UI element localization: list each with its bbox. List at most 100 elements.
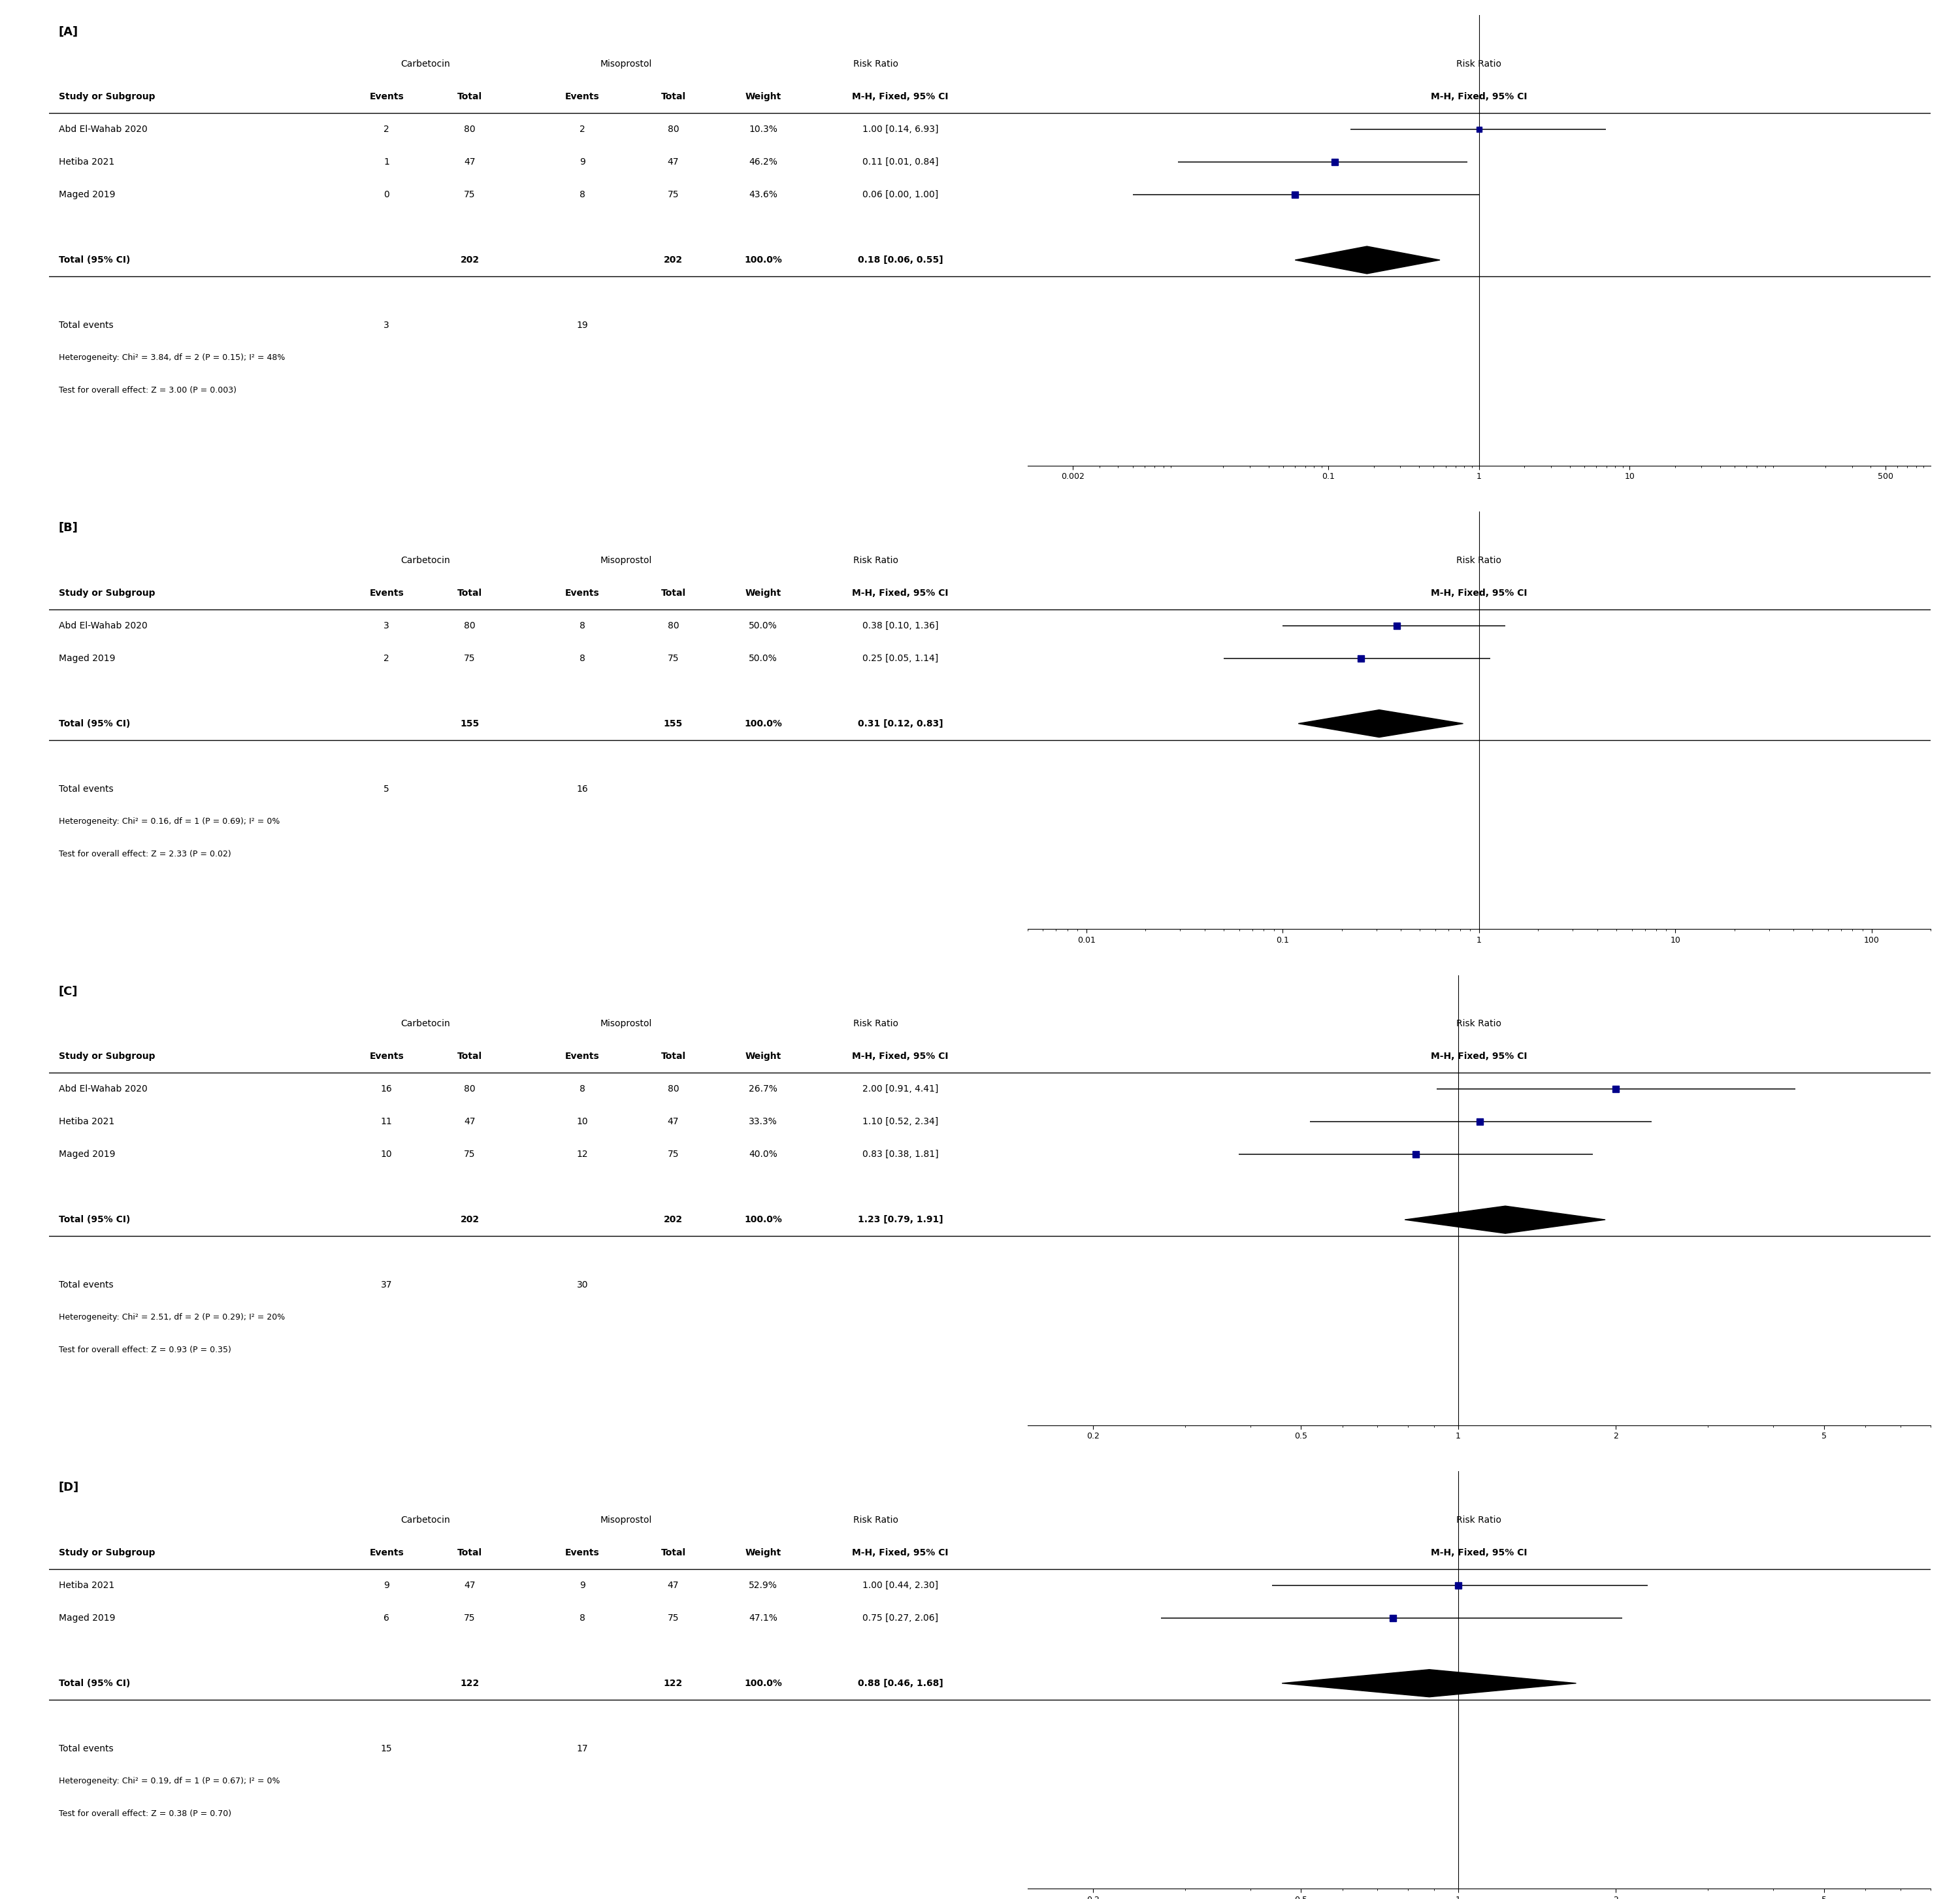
Text: 8: 8	[580, 653, 586, 663]
Text: 0.18 [0.06, 0.55]: 0.18 [0.06, 0.55]	[858, 256, 943, 264]
Text: Hetiba 2021: Hetiba 2021	[59, 1117, 114, 1126]
Text: Test for overall effect: Z = 0.93 (P = 0.35): Test for overall effect: Z = 0.93 (P = 0…	[59, 1346, 231, 1354]
Text: Risk Ratio: Risk Ratio	[1456, 59, 1501, 68]
Text: Risk Ratio: Risk Ratio	[853, 556, 898, 566]
Text: 75: 75	[465, 653, 476, 663]
Text: 52.9%: 52.9%	[749, 1580, 778, 1589]
Text: Events: Events	[368, 589, 404, 598]
Text: 26.7%: 26.7%	[749, 1084, 778, 1094]
Text: Maged 2019: Maged 2019	[59, 653, 116, 663]
Text: Total: Total	[661, 1548, 686, 1557]
Text: 155: 155	[664, 720, 682, 727]
Text: 47: 47	[465, 1580, 476, 1589]
Text: Study or Subgroup: Study or Subgroup	[59, 589, 155, 598]
Text: Test for overall effect: Z = 2.33 (P = 0.02): Test for overall effect: Z = 2.33 (P = 0…	[59, 851, 231, 858]
Text: 16: 16	[576, 784, 588, 794]
Text: Risk Ratio: Risk Ratio	[1456, 556, 1501, 566]
Text: 50.0%: 50.0%	[749, 653, 778, 663]
Text: 17: 17	[576, 1743, 588, 1753]
Text: 8: 8	[580, 621, 586, 630]
Text: Carbetocin: Carbetocin	[402, 59, 451, 68]
Text: Abd El-Wahab 2020: Abd El-Wahab 2020	[59, 621, 147, 630]
Text: 2.00 [0.91, 4.41]: 2.00 [0.91, 4.41]	[862, 1084, 939, 1094]
Text: 8: 8	[580, 190, 586, 199]
Text: 11: 11	[380, 1117, 392, 1126]
Text: 8: 8	[580, 1084, 586, 1094]
Text: 47: 47	[668, 158, 678, 167]
Text: Misoprostol: Misoprostol	[600, 1020, 653, 1029]
Text: 30: 30	[576, 1280, 588, 1289]
Text: M-H, Fixed, 95% CI: M-H, Fixed, 95% CI	[1431, 589, 1527, 598]
Polygon shape	[1296, 247, 1441, 273]
Text: 75: 75	[465, 1151, 476, 1158]
Text: 3: 3	[384, 321, 390, 330]
Text: Total events: Total events	[59, 784, 114, 794]
Text: 2: 2	[580, 125, 586, 135]
Text: 47.1%: 47.1%	[749, 1614, 778, 1622]
Text: Abd El-Wahab 2020: Abd El-Wahab 2020	[59, 125, 147, 135]
Text: Weight: Weight	[745, 1052, 782, 1062]
Text: Events: Events	[368, 93, 404, 101]
Text: Favours [Carbetocin]: Favours [Carbetocin]	[1211, 987, 1296, 997]
Text: 100.0%: 100.0%	[745, 1215, 782, 1225]
Text: Carbetocin: Carbetocin	[402, 1020, 451, 1029]
Text: 47: 47	[465, 1117, 476, 1126]
Text: 12: 12	[576, 1151, 588, 1158]
Text: 122: 122	[461, 1679, 480, 1688]
Text: Heterogeneity: Chi² = 3.84, df = 2 (P = 0.15); I² = 48%: Heterogeneity: Chi² = 3.84, df = 2 (P = …	[59, 353, 284, 363]
Text: Risk Ratio: Risk Ratio	[853, 1020, 898, 1029]
Text: Maged 2019: Maged 2019	[59, 1614, 116, 1622]
Text: 9: 9	[580, 158, 586, 167]
Text: 50.0%: 50.0%	[749, 621, 778, 630]
Text: M-H, Fixed, 95% CI: M-H, Fixed, 95% CI	[853, 1052, 949, 1062]
Text: Misoprostol: Misoprostol	[600, 1515, 653, 1525]
Text: Hetiba 2021: Hetiba 2021	[59, 158, 114, 167]
Text: 75: 75	[668, 190, 678, 199]
Text: M-H, Fixed, 95% CI: M-H, Fixed, 95% CI	[853, 93, 949, 101]
Text: 19: 19	[576, 321, 588, 330]
Text: 37: 37	[380, 1280, 392, 1289]
Text: Carbetocin: Carbetocin	[402, 1515, 451, 1525]
Text: [C]: [C]	[59, 986, 78, 997]
Text: 80: 80	[465, 125, 476, 135]
Text: Heterogeneity: Chi² = 2.51, df = 2 (P = 0.29); I² = 20%: Heterogeneity: Chi² = 2.51, df = 2 (P = …	[59, 1314, 284, 1322]
Text: M-H, Fixed, 95% CI: M-H, Fixed, 95% CI	[853, 1548, 949, 1557]
Text: 202: 202	[664, 1215, 682, 1225]
Text: Misoprostol: Misoprostol	[600, 556, 653, 566]
Text: 75: 75	[465, 190, 476, 199]
Text: Total (95% CI): Total (95% CI)	[59, 1679, 129, 1688]
Text: Abd El-Wahab 2020: Abd El-Wahab 2020	[59, 1084, 147, 1094]
Text: Maged 2019: Maged 2019	[59, 190, 116, 199]
Text: Total events: Total events	[59, 1280, 114, 1289]
Text: 1.10 [0.52, 2.34]: 1.10 [0.52, 2.34]	[862, 1117, 939, 1126]
Text: 0.83 [0.38, 1.81]: 0.83 [0.38, 1.81]	[862, 1151, 939, 1158]
Text: 202: 202	[461, 256, 480, 264]
Text: 3: 3	[384, 621, 390, 630]
Text: 33.3%: 33.3%	[749, 1117, 778, 1126]
Text: Total: Total	[457, 1548, 482, 1557]
Polygon shape	[1298, 710, 1462, 737]
Text: Total events: Total events	[59, 1743, 114, 1753]
Text: 15: 15	[380, 1743, 392, 1753]
Text: 155: 155	[461, 720, 480, 727]
Text: 75: 75	[668, 1614, 678, 1622]
Text: [A]: [A]	[59, 27, 78, 38]
Text: 0.06 [0.00, 1.00]: 0.06 [0.00, 1.00]	[862, 190, 939, 199]
Text: 47: 47	[465, 158, 476, 167]
Text: 10.3%: 10.3%	[749, 125, 778, 135]
Text: Favours [Misoprostol]: Favours [Misoprostol]	[1650, 1489, 1739, 1496]
Text: Weight: Weight	[745, 589, 782, 598]
Text: Test for overall effect: Z = 3.00 (P = 0.003): Test for overall effect: Z = 3.00 (P = 0…	[59, 385, 237, 395]
Text: Heterogeneity: Chi² = 0.16, df = 1 (P = 0.69); I² = 0%: Heterogeneity: Chi² = 0.16, df = 1 (P = …	[59, 817, 280, 826]
Text: Heterogeneity: Chi² = 0.19, df = 1 (P = 0.67); I² = 0%: Heterogeneity: Chi² = 0.19, df = 1 (P = …	[59, 1777, 280, 1785]
Text: 0.31 [0.12, 0.83]: 0.31 [0.12, 0.83]	[858, 720, 943, 727]
Text: Events: Events	[564, 589, 600, 598]
Text: Hetiba 2021: Hetiba 2021	[59, 1580, 114, 1589]
Text: Total: Total	[457, 93, 482, 101]
Text: 16: 16	[380, 1084, 392, 1094]
Text: Total: Total	[661, 1052, 686, 1062]
Text: 5: 5	[384, 784, 390, 794]
Text: Total (95% CI): Total (95% CI)	[59, 256, 129, 264]
Text: 2: 2	[384, 125, 390, 135]
Text: 75: 75	[668, 653, 678, 663]
